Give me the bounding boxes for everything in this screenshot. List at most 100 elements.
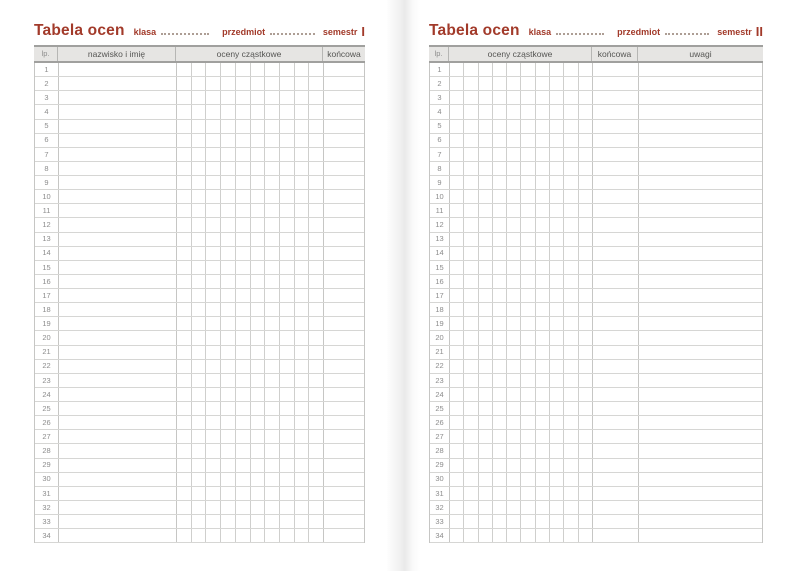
grade-cell	[493, 147, 508, 161]
grade-cell	[450, 204, 465, 218]
grade-cell	[177, 147, 192, 161]
grade-cell	[236, 444, 251, 458]
grade-cell	[507, 444, 522, 458]
grade-cell	[251, 204, 266, 218]
grade-cell	[206, 218, 222, 232]
name-cell	[59, 359, 177, 373]
name-cell	[59, 416, 177, 430]
grade-cell	[564, 345, 579, 359]
grade-cell	[251, 430, 266, 444]
final-cell	[593, 147, 639, 161]
grade-cell	[550, 515, 565, 529]
grade-cell	[493, 204, 508, 218]
table-row: 21	[430, 345, 762, 360]
grade-cell	[579, 346, 592, 359]
grade-cell	[564, 246, 579, 260]
grade-cell	[206, 486, 222, 500]
grade-cell	[251, 486, 266, 500]
grade-cell	[564, 458, 579, 472]
grade-cell	[521, 331, 536, 345]
final-cell	[324, 444, 364, 457]
grade-cell	[295, 190, 310, 204]
grade-cell	[564, 119, 579, 133]
grade-cell	[177, 529, 192, 543]
semestr-label: semestr	[717, 27, 752, 37]
grade-cell	[450, 232, 465, 246]
grade-cell	[450, 77, 465, 91]
row-number: 30	[35, 472, 59, 486]
row-number: 18	[430, 303, 450, 317]
grade-cell	[521, 176, 536, 190]
grade-cell	[236, 176, 251, 190]
grade-cell	[221, 359, 236, 373]
grades-cell	[177, 91, 324, 105]
przedmiot-fill-line	[270, 33, 315, 35]
grade-cell	[579, 247, 592, 260]
grades-cell	[450, 289, 593, 303]
table-row: 15	[430, 260, 762, 275]
grade-cell	[265, 529, 280, 543]
grade-cell	[309, 105, 323, 118]
page-title: Tabela ocen	[429, 21, 520, 39]
row-number: 6	[35, 133, 59, 147]
grade-cell	[579, 204, 592, 217]
grade-cell	[265, 274, 280, 288]
grade-cell	[265, 416, 280, 430]
grade-cell	[493, 232, 508, 246]
grades-cell	[450, 529, 593, 543]
grade-cell	[280, 402, 295, 416]
grade-cell	[309, 204, 323, 217]
grade-cell	[450, 260, 465, 274]
grade-cell	[450, 529, 465, 543]
grade-cell	[464, 486, 479, 500]
grade-cell	[192, 317, 207, 331]
row-number: 15	[430, 260, 450, 274]
table-row: 7	[35, 147, 364, 162]
grade-cell	[206, 63, 222, 77]
grade-cell	[221, 529, 236, 543]
grade-cell	[251, 190, 266, 204]
grade-cell	[221, 472, 236, 486]
uwagi-cell	[639, 204, 762, 217]
grade-cell	[192, 77, 207, 91]
row-number: 25	[35, 402, 59, 416]
row-number: 31	[35, 486, 59, 500]
table-row: 19	[430, 317, 762, 332]
grade-cell	[280, 289, 295, 303]
grade-cell	[479, 331, 493, 345]
grades-cell	[177, 63, 324, 77]
name-cell	[59, 63, 177, 77]
grade-cell	[236, 458, 251, 472]
grade-cell	[450, 317, 465, 331]
grade-cell	[579, 444, 592, 457]
grade-cell	[564, 260, 579, 274]
grade-cell	[280, 190, 295, 204]
grade-cell	[177, 402, 192, 416]
grade-cell	[192, 246, 207, 260]
grade-cell	[579, 529, 592, 542]
row-number: 34	[35, 529, 59, 543]
grade-cell	[192, 472, 207, 486]
grade-cell	[221, 486, 236, 500]
row-number: 14	[35, 246, 59, 260]
grade-cell	[177, 472, 192, 486]
grade-cell	[251, 458, 266, 472]
grade-cell	[479, 91, 493, 105]
row-number: 29	[35, 458, 59, 472]
uwagi-cell	[639, 487, 762, 500]
final-cell	[593, 486, 639, 500]
grade-cell	[493, 274, 508, 288]
grade-cell	[295, 260, 310, 274]
grade-cell	[464, 331, 479, 345]
grade-cell	[536, 260, 551, 274]
final-cell	[324, 529, 364, 542]
grade-cell	[309, 190, 323, 203]
semestr-number: I	[361, 24, 365, 39]
grade-cell	[236, 387, 251, 401]
grade-cell	[536, 204, 551, 218]
grade-cell	[536, 331, 551, 345]
final-cell	[324, 233, 364, 246]
grades-cell	[450, 133, 593, 147]
grade-cell	[521, 486, 536, 500]
